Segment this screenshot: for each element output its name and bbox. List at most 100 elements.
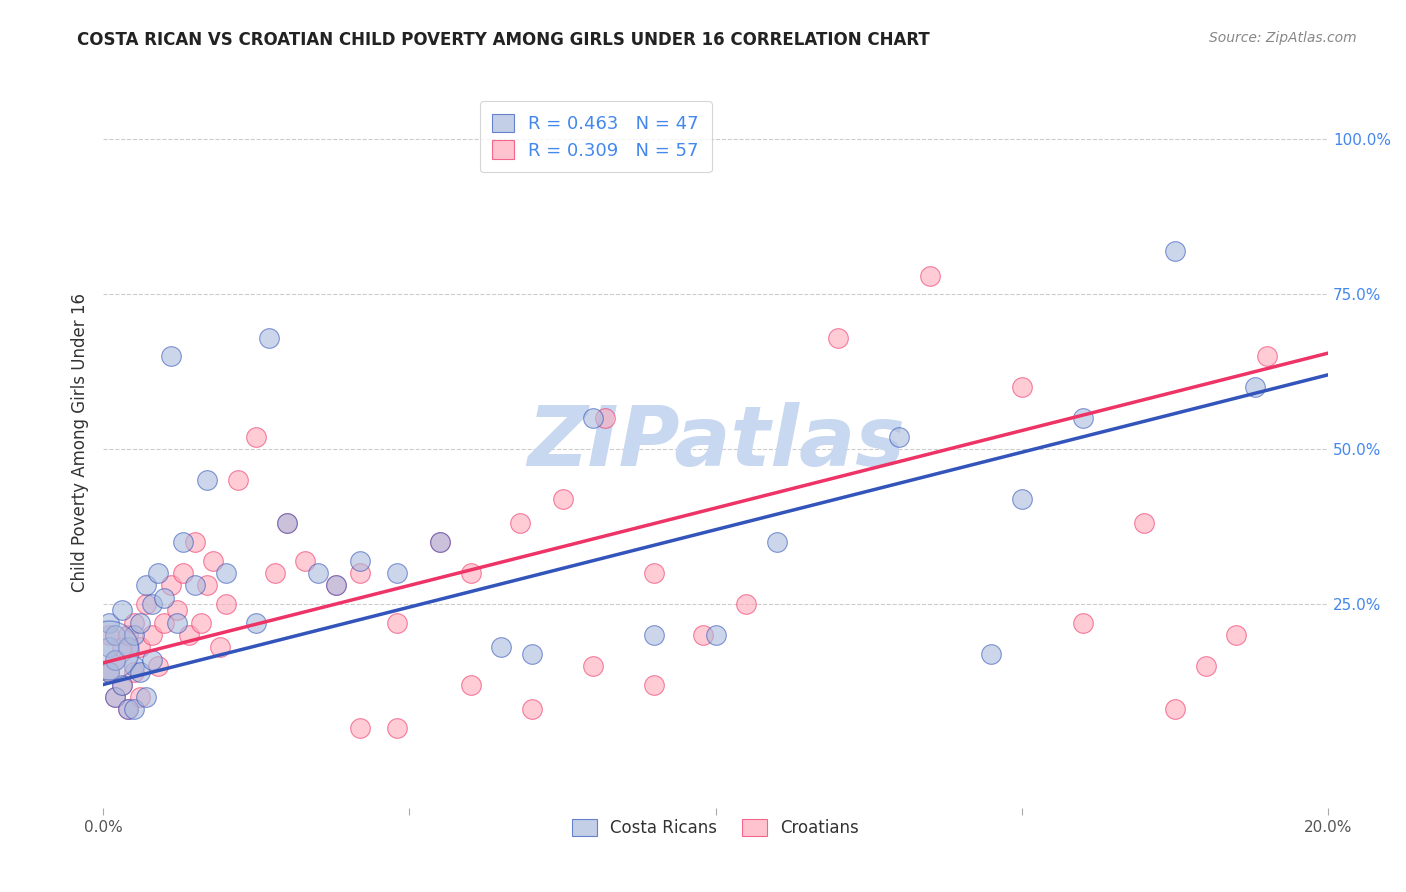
Point [692, 628, 714, 642]
Point [325, 578, 347, 592]
Point [214, 597, 236, 611]
Point [104, 653, 127, 667]
Point [135, 578, 157, 592]
Point [460, 677, 482, 691]
Point [104, 690, 127, 704]
Point [509, 516, 531, 531]
Point [643, 628, 665, 642]
Point [1133, 516, 1156, 531]
Point [177, 628, 200, 642]
Point [889, 430, 911, 444]
Point [128, 615, 150, 630]
Point [141, 628, 163, 642]
Point [643, 677, 665, 691]
Point [110, 677, 132, 691]
Point [202, 554, 225, 568]
Point [153, 615, 176, 630]
Point [184, 578, 207, 592]
Point [766, 535, 789, 549]
Point [349, 721, 371, 735]
Point [385, 566, 408, 580]
Point [104, 690, 127, 704]
Point [257, 331, 280, 345]
Point [122, 702, 145, 716]
Point [141, 597, 163, 611]
Point [520, 702, 543, 716]
Legend: Costa Ricans, Croatians: Costa Ricans, Croatians [565, 813, 866, 844]
Point [98, 643, 121, 657]
Point [195, 578, 218, 592]
Point [643, 566, 665, 580]
Point [184, 535, 207, 549]
Point [98, 615, 121, 630]
Point [195, 473, 218, 487]
Point [1194, 659, 1216, 673]
Point [276, 516, 298, 531]
Point [551, 491, 574, 506]
Point [385, 615, 408, 630]
Point [122, 615, 145, 630]
Point [1011, 491, 1033, 506]
Point [245, 615, 267, 630]
Point [117, 628, 139, 642]
Point [1071, 411, 1094, 425]
Point [263, 566, 285, 580]
Point [98, 628, 121, 642]
Point [141, 653, 163, 667]
Point [349, 554, 371, 568]
Point [159, 578, 181, 592]
Point [104, 653, 127, 667]
Point [148, 659, 170, 673]
Point [135, 690, 157, 704]
Text: COSTA RICAN VS CROATIAN CHILD POVERTY AMONG GIRLS UNDER 16 CORRELATION CHART: COSTA RICAN VS CROATIAN CHILD POVERTY AM… [77, 31, 931, 49]
Point [226, 473, 249, 487]
Point [520, 647, 543, 661]
Point [349, 566, 371, 580]
Point [827, 331, 849, 345]
Point [148, 566, 170, 580]
Point [135, 597, 157, 611]
Point [98, 665, 121, 680]
Point [98, 665, 121, 680]
Point [208, 640, 231, 655]
Point [172, 566, 194, 580]
Text: Source: ZipAtlas.com: Source: ZipAtlas.com [1209, 31, 1357, 45]
Point [245, 430, 267, 444]
Point [1071, 615, 1094, 630]
Point [704, 628, 727, 642]
Point [460, 566, 482, 580]
Point [1164, 244, 1187, 258]
Point [166, 603, 188, 617]
Point [735, 597, 758, 611]
Point [582, 411, 605, 425]
Point [190, 615, 212, 630]
Point [104, 628, 127, 642]
Point [153, 591, 176, 605]
Point [980, 647, 1002, 661]
Point [307, 566, 329, 580]
Point [122, 628, 145, 642]
Point [128, 690, 150, 704]
Point [214, 566, 236, 580]
Point [110, 677, 132, 691]
Point [166, 615, 188, 630]
Point [491, 640, 513, 655]
Point [385, 721, 408, 735]
Point [122, 665, 145, 680]
Point [117, 702, 139, 716]
Point [918, 268, 941, 283]
Point [1256, 349, 1278, 363]
Point [128, 640, 150, 655]
Point [122, 659, 145, 673]
Point [172, 535, 194, 549]
Point [429, 535, 451, 549]
Point [159, 349, 181, 363]
Point [128, 665, 150, 680]
Point [429, 535, 451, 549]
Point [276, 516, 298, 531]
Point [117, 640, 139, 655]
Point [582, 659, 605, 673]
Point [98, 640, 121, 655]
Point [325, 578, 347, 592]
Point [117, 702, 139, 716]
